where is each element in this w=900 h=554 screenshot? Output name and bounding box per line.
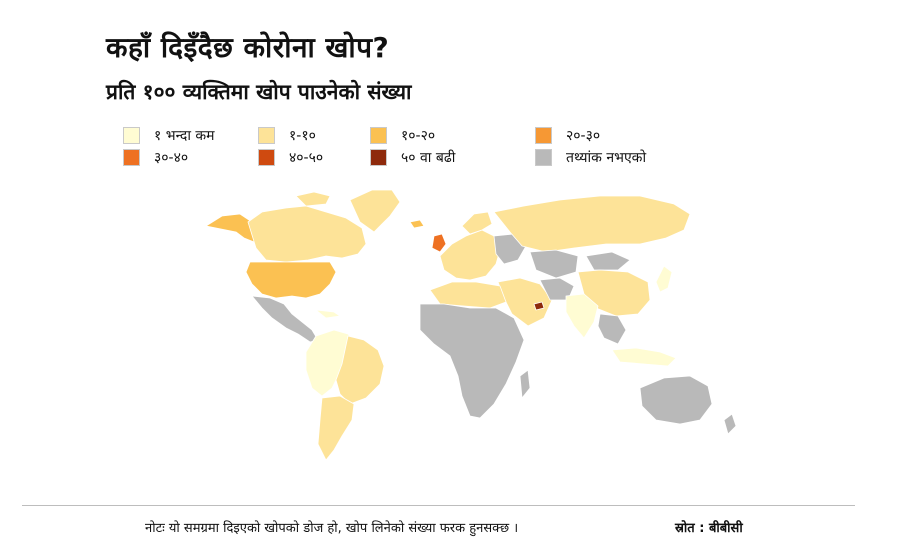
region-russia	[493, 195, 691, 253]
legend-swatch	[258, 149, 275, 166]
legend-label: १ भन्दा कम	[154, 128, 215, 144]
region-iceland	[409, 219, 425, 229]
footer-divider	[22, 505, 855, 506]
legend-label: २०-३०	[566, 128, 601, 144]
region-india	[565, 293, 599, 339]
region-europe	[439, 229, 501, 281]
region-south-america-south	[317, 395, 355, 461]
footer-note: नोटः यो समग्रमा दिइएको खोपको डोज हो, खोप…	[145, 521, 519, 536]
legend-swatch	[123, 127, 140, 144]
region-africa	[419, 303, 525, 419]
legend-swatch	[535, 149, 552, 166]
region-madagascar	[519, 369, 531, 399]
region-uae	[533, 301, 545, 311]
legend-item: १ भन्दा कम	[123, 126, 215, 145]
legend-swatch	[123, 149, 140, 166]
region-australia	[639, 375, 713, 425]
region-uk	[431, 233, 447, 253]
legend-item: तथ्यांक नभएको	[535, 148, 646, 167]
region-caribbean	[315, 309, 341, 319]
map-title: कहाँ दिइँदैछ कोरोना खोप?	[106, 31, 390, 64]
legend-item: ३०-४०	[123, 148, 188, 167]
region-greenland	[349, 189, 401, 233]
region-mexico	[251, 295, 319, 343]
region-new-zealand	[723, 413, 737, 435]
legend-item: १०-२०	[370, 126, 435, 145]
legend-swatch	[370, 149, 387, 166]
region-arctic-islands	[295, 191, 331, 207]
legend-label: ४०-५०	[289, 150, 324, 166]
region-brazil	[335, 335, 385, 405]
legend-item: ५० वा बढी	[370, 148, 455, 167]
legend-label: १०-२०	[401, 128, 436, 144]
region-central-asia	[529, 249, 579, 279]
region-usa	[245, 261, 337, 299]
region-southeast-asia	[597, 313, 627, 345]
region-japan	[655, 265, 673, 293]
legend-label: तथ्यांक नभएको	[566, 150, 647, 166]
legend-swatch	[370, 127, 387, 144]
legend-label: ३०-४०	[154, 150, 189, 166]
region-scandinavia	[461, 211, 493, 235]
legend-item: २०-३०	[535, 126, 600, 145]
region-iran	[539, 277, 575, 301]
legend-item: १-१०	[258, 126, 316, 145]
region-indonesia	[611, 347, 677, 367]
legend-swatch	[258, 127, 275, 144]
legend-item: ४०-५०	[258, 148, 323, 167]
source-credit: स्रोत : बीबीसी	[675, 521, 743, 536]
region-middle-east	[497, 277, 553, 327]
region-mongolia	[585, 251, 631, 271]
map-subtitle: प्रति १०० व्यक्तिमा खोप पाउनेको संख्या	[106, 80, 412, 104]
legend-label: ५० वा बढी	[401, 150, 456, 166]
legend-label: १-१०	[289, 128, 316, 144]
legend-swatch	[535, 127, 552, 144]
region-canada	[247, 205, 367, 263]
